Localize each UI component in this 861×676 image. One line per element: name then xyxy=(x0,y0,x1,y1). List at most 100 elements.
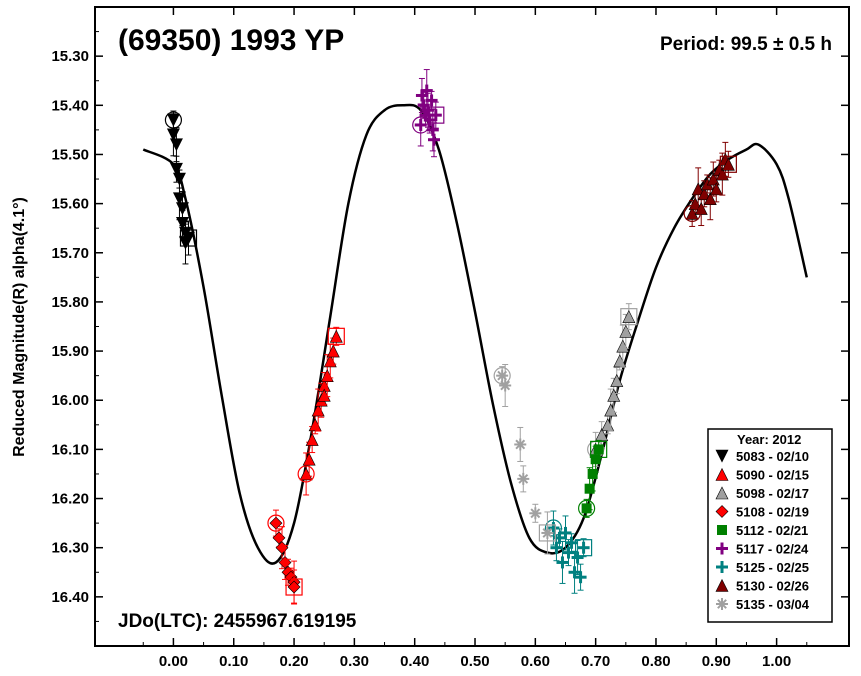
legend-label: 5090 - 02/15 xyxy=(736,468,809,483)
data-point xyxy=(593,444,604,455)
data-point xyxy=(547,522,560,535)
session-end-marker xyxy=(327,327,345,345)
data-point xyxy=(607,388,621,402)
legend-box xyxy=(707,428,833,623)
legend-marker xyxy=(715,505,729,518)
data-point xyxy=(302,452,316,466)
session-start-marker xyxy=(297,465,315,483)
y-axis-label: Reduced Magnitude(R) alpha(4.1°) xyxy=(11,197,28,457)
data-point xyxy=(590,454,601,465)
legend-label: 5108 - 02/19 xyxy=(736,505,809,520)
legend-marker xyxy=(717,525,727,535)
x-tick-label: 0.70 xyxy=(581,653,610,670)
y-tick-label: 15.60 xyxy=(51,196,89,213)
data-point xyxy=(709,182,723,196)
y-tick-label: 16.40 xyxy=(51,589,89,606)
session-end-marker xyxy=(620,308,638,326)
data-point xyxy=(420,84,433,97)
x-tick-label: 0.30 xyxy=(340,653,369,670)
data-point xyxy=(541,526,554,539)
fit-curve-layer xyxy=(142,103,808,565)
session-end-marker xyxy=(590,440,608,458)
session-end-marker xyxy=(427,106,445,124)
y-tick-label: 16.10 xyxy=(51,441,89,458)
x-tick-label: 0.60 xyxy=(521,653,550,670)
data-point xyxy=(182,231,195,245)
data-point xyxy=(697,187,711,201)
y-tick-label: 16.20 xyxy=(51,491,89,508)
data-point xyxy=(329,329,343,343)
data-point xyxy=(622,309,636,323)
session-end-marker xyxy=(285,578,303,596)
data-point xyxy=(169,138,183,152)
data-point xyxy=(517,472,530,485)
data-point xyxy=(326,344,340,358)
data-point xyxy=(685,206,699,220)
jd-annotation: JDo(LTC): 2455967.619195 xyxy=(118,611,357,632)
data-point xyxy=(423,114,436,127)
data-point xyxy=(610,373,624,387)
data-point xyxy=(703,192,717,205)
data-point xyxy=(425,94,438,107)
data-point xyxy=(574,571,587,584)
data-point xyxy=(514,438,527,451)
session-start-marker xyxy=(164,111,183,129)
data-point xyxy=(550,541,563,554)
data-point xyxy=(587,468,598,479)
legend-marker xyxy=(715,578,729,592)
data-point xyxy=(556,556,569,569)
session-start-marker xyxy=(544,519,563,537)
data-point xyxy=(169,162,183,176)
y-tick-label: 15.30 xyxy=(51,48,89,65)
data-point xyxy=(584,483,595,494)
legend-marker xyxy=(716,542,728,555)
x-tick-label: 0.00 xyxy=(159,653,188,670)
data-point xyxy=(499,379,512,392)
x-tick-label: 0.80 xyxy=(641,653,670,670)
x-axis-ticks: 0.00 0.10 0.20 0.30 0.40 0.50 0.60 0.70 0.80 0.90… xyxy=(142,7,808,670)
legend-label: 5125 - 02/25 xyxy=(736,560,809,575)
x-tick-label: 0.40 xyxy=(400,653,429,670)
y-tick-label: 15.50 xyxy=(51,146,89,163)
y-tick-label: 15.40 xyxy=(51,97,89,114)
data-point xyxy=(414,118,427,131)
data-point xyxy=(619,324,633,338)
legend-title: Year: 2012 xyxy=(737,432,801,447)
data-point xyxy=(429,109,442,122)
y-tick-label: 15.80 xyxy=(51,294,89,311)
data-point xyxy=(269,516,283,530)
data-point xyxy=(287,580,301,594)
legend-items: 5083 - 02/10 5090 - 02/15 5098 - 02/17 5108… xyxy=(715,449,810,612)
fit-curve xyxy=(142,103,808,565)
legend-marker xyxy=(715,467,729,481)
session-start-marker xyxy=(267,514,285,532)
legend-label: 5112 - 02/21 xyxy=(736,523,808,538)
y-tick-label: 16.30 xyxy=(51,540,89,557)
period-annotation: Period: 99.5 ± 0.5 h xyxy=(660,34,832,55)
session-start-marker xyxy=(683,204,701,223)
x-tick-label: 0.90 xyxy=(702,653,731,670)
data-point xyxy=(305,432,319,446)
x-tick-label: 0.50 xyxy=(460,653,489,670)
legend: Year: 2012 5083 - 02/10 5090 - 02/15 5098 … xyxy=(707,428,833,623)
data-point xyxy=(529,507,542,520)
data-point xyxy=(595,427,609,441)
x-tick-label: 0.20 xyxy=(279,653,308,670)
data-point xyxy=(721,157,735,171)
legend-label: 5083 - 02/10 xyxy=(736,449,809,464)
y-tick-label: 15.90 xyxy=(51,343,89,360)
session-start-marker xyxy=(493,367,511,385)
session-end-marker xyxy=(179,229,198,247)
y-tick-label: 15.70 xyxy=(51,245,89,262)
data-points-layer xyxy=(164,69,737,605)
data-point xyxy=(571,551,584,564)
legend-marker xyxy=(715,449,729,463)
legend-label: 5135 - 03/04 xyxy=(736,597,810,612)
legend-marker xyxy=(716,598,728,610)
legend-label: 5130 - 02/26 xyxy=(736,579,809,594)
data-point xyxy=(427,133,440,146)
session-start-marker xyxy=(412,116,430,134)
data-point xyxy=(175,202,189,216)
session-start-marker xyxy=(578,499,596,517)
